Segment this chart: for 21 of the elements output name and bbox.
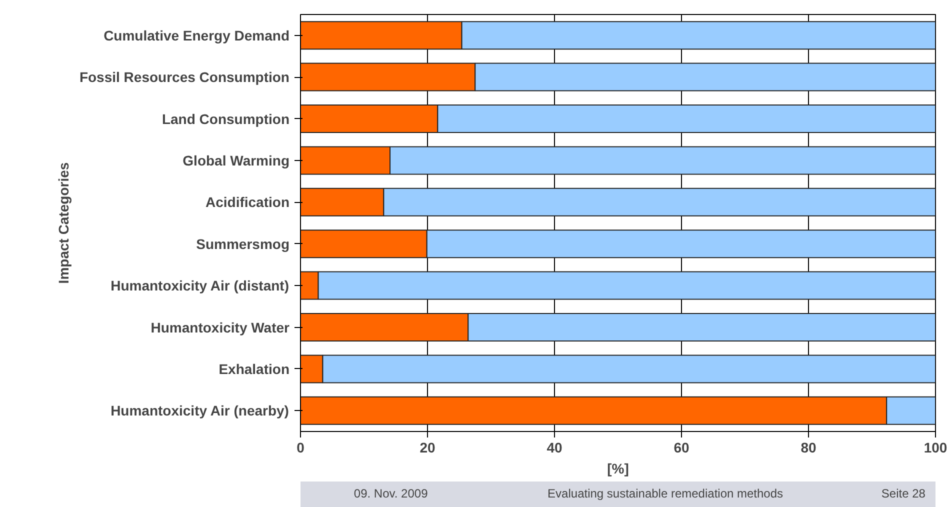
y-tick-label: Humantoxicity Water bbox=[150, 319, 290, 336]
x-tick-label: 60 bbox=[674, 440, 690, 456]
y-tick-label: Summersmog bbox=[196, 236, 290, 252]
x-tick-label: 0 bbox=[296, 440, 305, 456]
y-tick-label: Land Consumption bbox=[162, 110, 290, 127]
y-tick-label: Acidification bbox=[205, 194, 290, 210]
x-tick-label: 80 bbox=[800, 440, 816, 456]
y-tick-label: Exhalation bbox=[218, 360, 290, 377]
y-tick-label: Humantoxicity Air (distant) bbox=[110, 278, 289, 294]
x-tick-label: 100 bbox=[924, 440, 948, 456]
y-tick-label: Fossil Resources Consumption bbox=[79, 69, 290, 86]
x-axis-title: [%] bbox=[607, 460, 629, 476]
text: Evaluating sustainable remediation methods bbox=[548, 486, 784, 500]
text: 09. Nov. 2009 bbox=[354, 486, 428, 500]
y-tick-label: Humantoxicity Air (nearby) bbox=[110, 402, 289, 419]
y-axis-title: Impact Categories bbox=[55, 162, 72, 284]
x-tick-label: 20 bbox=[420, 440, 436, 456]
y-tick-label: Global Warming bbox=[182, 152, 290, 168]
x-tick-label: 40 bbox=[546, 440, 562, 456]
y-tick-label: Cumulative Energy Demand bbox=[104, 27, 290, 44]
text: Seite 28 bbox=[881, 486, 926, 500]
